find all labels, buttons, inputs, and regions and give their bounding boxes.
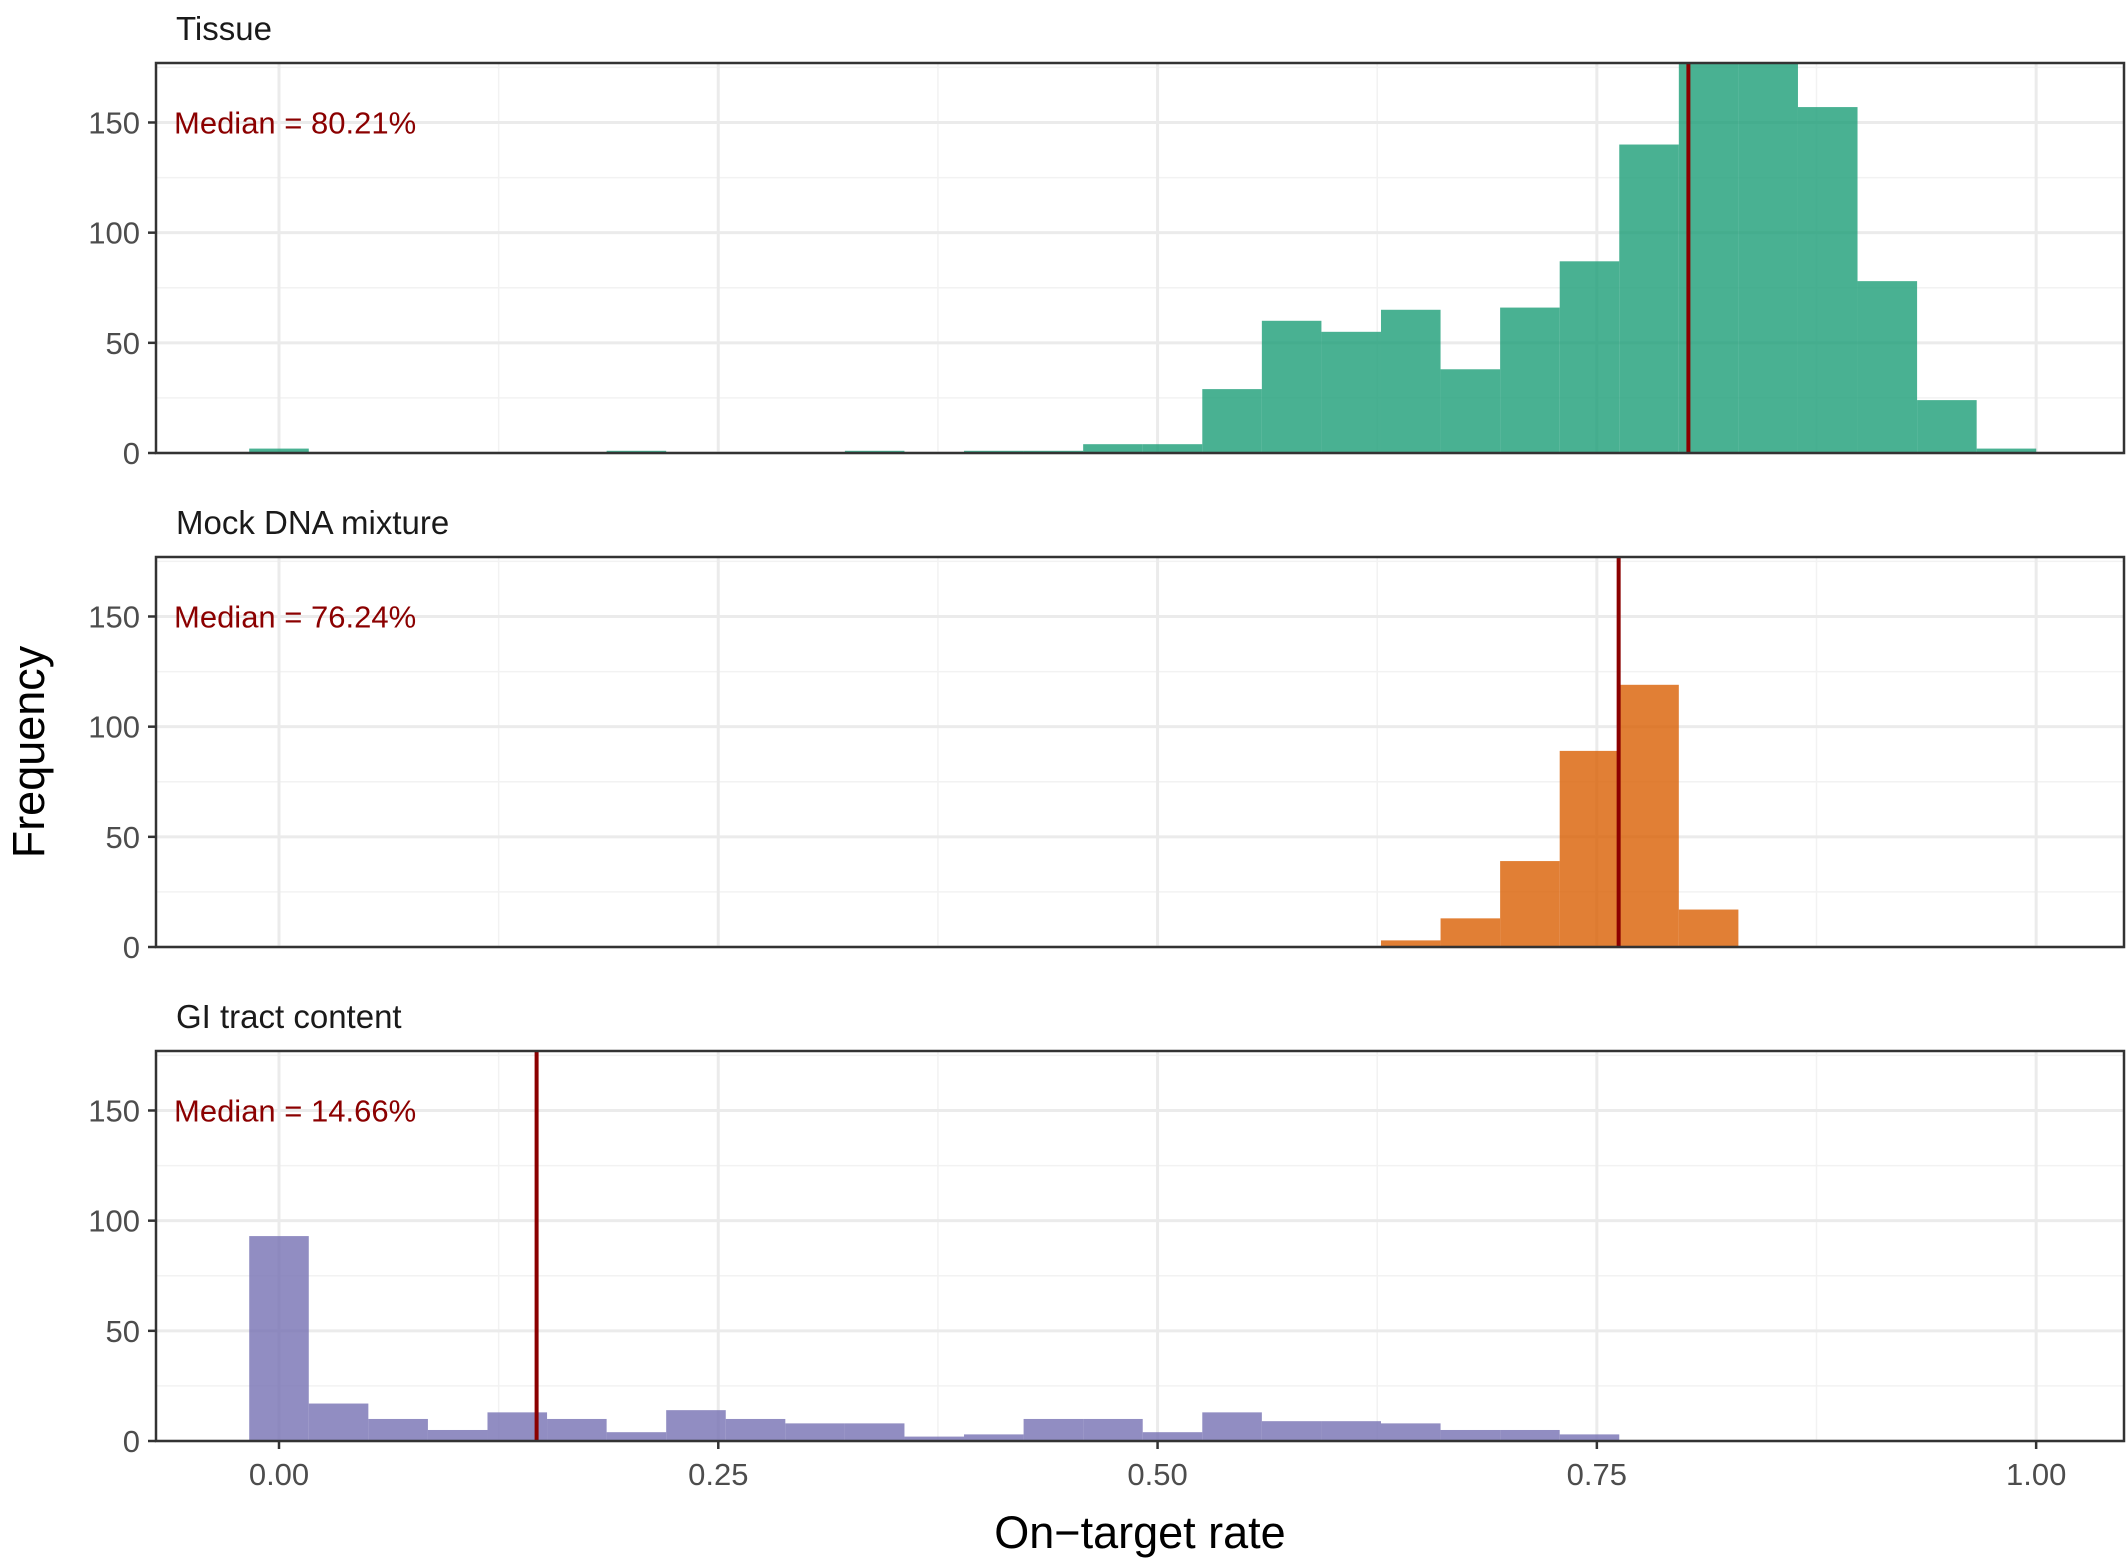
- x-tick-label: 0.25: [688, 1457, 748, 1492]
- gridlines: [156, 1051, 2124, 1443]
- panel-border: [154, 61, 2126, 455]
- histogram-bar: [249, 1236, 309, 1441]
- x-tick-label: 1.00: [2006, 1457, 2066, 1492]
- histogram-bar: [1142, 444, 1203, 453]
- panel-2: GI tract content Median = 14.66% 0 50 100 150: [88, 998, 2126, 1459]
- panel-1: Mock DNA mixture Median = 76.24% 0 50 100 150: [88, 504, 2126, 965]
- histogram-bar: [1321, 1421, 1381, 1441]
- x-tick-label: 0.00: [249, 1457, 309, 1492]
- histogram-bar: [1559, 1434, 1620, 1441]
- histogram-bar: [1559, 261, 1620, 453]
- panel-0: Tissue Median = 80.21% 0 50 100 150: [88, 10, 2126, 471]
- median-label: Median = 80.21%: [174, 105, 416, 140]
- histogram-bar: [1380, 309, 1441, 453]
- histogram-bar: [844, 1423, 905, 1441]
- histogram-bar: [666, 1410, 726, 1441]
- histogram-bar: [1023, 1418, 1084, 1441]
- y-axis: 0 50 100 150: [88, 599, 156, 965]
- y-axis: 0 50 100 150: [88, 105, 156, 471]
- histogram-bar: [249, 448, 309, 453]
- x-tick-label: 0.75: [1567, 1457, 1627, 1492]
- histogram-bar: [1857, 281, 1918, 453]
- x-axis-title: On−target rate: [994, 1507, 1285, 1558]
- histogram-bar: [1261, 320, 1322, 453]
- gridlines: [156, 557, 2124, 949]
- histogram-bar: [1619, 684, 1679, 947]
- histogram-bar: [1440, 369, 1501, 453]
- histogram-bar: [785, 1423, 845, 1441]
- histogram-bar: [1976, 448, 2037, 453]
- histogram-bar: [368, 1418, 428, 1441]
- histogram-bar: [1678, 909, 1739, 947]
- panel-title: Tissue: [176, 10, 272, 47]
- panel-title: GI tract content: [176, 998, 402, 1035]
- y-tick-label: 0: [123, 1424, 140, 1459]
- y-tick-label: 150: [88, 105, 140, 140]
- median-label: Median = 14.66%: [174, 1093, 416, 1128]
- histogram-bar: [1083, 444, 1143, 453]
- x-axis: 0.00 0.25 0.50 0.75 1.00: [249, 1441, 2066, 1492]
- histogram-bar: [1142, 1432, 1203, 1441]
- panel-title: Mock DNA mixture: [176, 504, 449, 541]
- y-tick-label: 50: [106, 1314, 140, 1349]
- y-tick-label: 150: [88, 599, 140, 634]
- histogram-bar: [1738, 63, 1798, 453]
- y-axis-title: Frequency: [3, 645, 54, 858]
- y-tick-label: 100: [88, 710, 140, 745]
- histogram-bar: [1321, 331, 1381, 453]
- histogram-bar: [547, 1418, 607, 1441]
- histogram-bar: [1619, 144, 1679, 453]
- y-tick-label: 50: [106, 820, 140, 855]
- median-label: Median = 76.24%: [174, 599, 416, 634]
- histogram-bar: [1500, 861, 1560, 947]
- histogram-bar: [1797, 107, 1858, 453]
- y-tick-label: 150: [88, 1093, 140, 1128]
- histogram-bar: [427, 1429, 488, 1441]
- histogram-bar: [1202, 1412, 1262, 1441]
- y-tick-label: 0: [123, 930, 140, 965]
- histogram-bar: [1261, 1421, 1322, 1441]
- bars: [249, 63, 2037, 453]
- panel-border: [154, 1049, 2126, 1443]
- histogram-bar: [1500, 307, 1560, 453]
- histogram-bar: [308, 1403, 369, 1441]
- histogram-bar: [1202, 389, 1262, 453]
- histogram-bar: [1559, 750, 1620, 947]
- y-tick-label: 100: [88, 1204, 140, 1239]
- histogram-bar: [1440, 918, 1501, 947]
- histogram-bar: [904, 1436, 965, 1441]
- histogram-bar: [1440, 1429, 1501, 1441]
- histogram-bar: [606, 1432, 667, 1441]
- y-tick-label: 50: [106, 326, 140, 361]
- y-tick-label: 0: [123, 436, 140, 471]
- bars: [249, 1236, 1620, 1441]
- histogram-bar: [725, 1418, 786, 1441]
- histogram-bar: [964, 1434, 1024, 1441]
- histogram-bar: [1380, 1423, 1441, 1441]
- y-tick-label: 100: [88, 216, 140, 251]
- x-tick-label: 0.50: [1127, 1457, 1187, 1492]
- histogram-bar: [1917, 400, 1977, 453]
- histogram-bar: [1500, 1429, 1560, 1441]
- histogram-bar: [1380, 940, 1441, 947]
- bars: [1380, 684, 1739, 947]
- y-axis: 0 50 100 150: [88, 1093, 156, 1459]
- histogram-bar: [1083, 1418, 1143, 1441]
- panel-border: [154, 555, 2126, 949]
